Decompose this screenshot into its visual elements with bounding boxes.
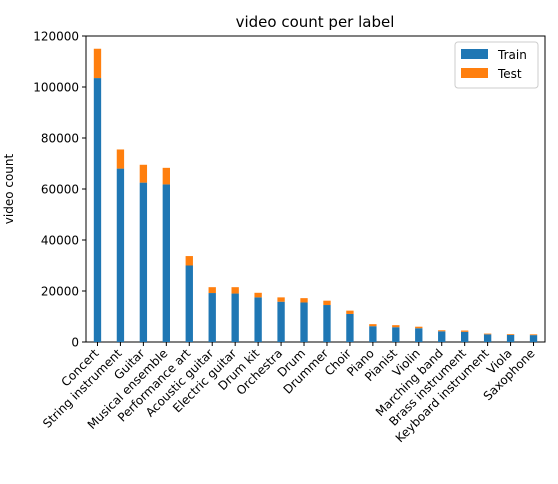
bar-train: [277, 301, 285, 342]
bar-train: [323, 305, 331, 342]
bar-test: [162, 167, 170, 185]
bar-train: [415, 328, 423, 342]
bar-train: [483, 334, 492, 342]
bar-test: [277, 297, 285, 302]
bar-test: [139, 164, 148, 183]
y-tick-label: 40000: [41, 234, 79, 248]
bar-test: [438, 330, 446, 332]
bar-test: [346, 310, 354, 314]
bar-train: [162, 184, 170, 342]
bar-train: [139, 182, 148, 342]
bar-test: [254, 292, 262, 298]
y-axis-label: video count: [2, 153, 16, 224]
bar-test: [506, 334, 515, 335]
y-tick-label: 120000: [33, 30, 79, 44]
bar-test: [369, 324, 377, 327]
bar-test: [461, 330, 469, 332]
bar-train: [529, 335, 538, 342]
bar-train: [116, 168, 125, 342]
legend-swatch-train: [461, 49, 488, 59]
bar-test: [231, 287, 239, 294]
y-tick-label: 20000: [41, 285, 79, 299]
legend-label-train: Train: [497, 48, 527, 62]
y-tick-label: 80000: [41, 132, 79, 146]
bar-train: [346, 313, 354, 342]
bar-test: [415, 326, 423, 329]
bar-train: [208, 293, 216, 342]
bar-train: [506, 334, 515, 342]
plot-area: 020000400006000080000100000120000Concert…: [33, 30, 546, 445]
bar-test: [529, 334, 538, 336]
y-tick-label: 0: [71, 336, 79, 350]
chart-title: video count per label: [236, 13, 395, 31]
bar-train: [93, 78, 102, 342]
bar-test: [300, 298, 308, 303]
bar-train: [185, 265, 193, 342]
bar-test: [93, 48, 102, 79]
legend: Train Test: [454, 41, 539, 89]
bar-train: [392, 327, 400, 342]
bar-test: [208, 287, 216, 294]
bar-train: [438, 331, 446, 342]
legend-label-test: Test: [497, 67, 522, 81]
bar-train: [369, 326, 377, 342]
bar-test: [116, 149, 125, 169]
bar-test: [323, 300, 331, 306]
bar-train: [300, 302, 308, 342]
bar-test: [185, 256, 193, 266]
bar-train: [461, 331, 469, 342]
bar-train: [231, 293, 239, 342]
y-tick-label: 100000: [33, 81, 79, 95]
y-tick-label: 60000: [41, 183, 79, 197]
bar-test: [483, 333, 492, 335]
bar-test: [392, 325, 400, 328]
bar-train: [254, 297, 262, 342]
legend-swatch-test: [461, 68, 488, 78]
